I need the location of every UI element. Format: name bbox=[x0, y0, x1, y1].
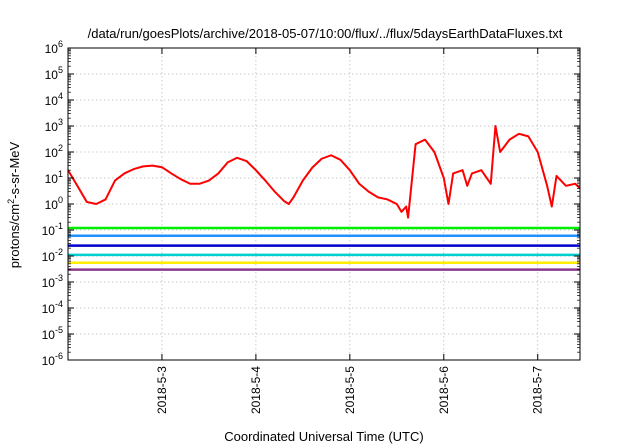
y-tick-label-exponent: 0 bbox=[58, 195, 63, 205]
x-tick-label: 2018-5-7 bbox=[531, 366, 545, 414]
y-tick-label: 10-2 bbox=[42, 247, 63, 264]
x-tick-label: 2018-5-3 bbox=[155, 366, 169, 414]
y-tick-label: 104 bbox=[45, 91, 63, 108]
y-tick-label-exponent: -5 bbox=[55, 325, 63, 335]
y-axis-label-rest: -s-sr-MeV bbox=[7, 141, 22, 198]
grid bbox=[68, 48, 580, 360]
y-tick-label-exponent: 2 bbox=[58, 143, 63, 153]
y-tick-label-exponent: 5 bbox=[58, 65, 63, 75]
chart-title: /data/run/goesPlots/archive/2018-05-07/1… bbox=[88, 26, 563, 41]
y-tick-label-base: 10 bbox=[45, 68, 59, 82]
y-axis-label: protons/cm2-s-sr-MeV bbox=[6, 141, 22, 268]
y-tick-label-exponent: 3 bbox=[58, 117, 63, 127]
y-tick-label-base: 10 bbox=[42, 354, 56, 368]
y-tick-label-exponent: 6 bbox=[58, 39, 63, 49]
y-tick-label: 101 bbox=[45, 169, 63, 186]
y-tick-label: 105 bbox=[45, 65, 63, 82]
y-axis-label-superscript: 2 bbox=[6, 199, 16, 204]
y-tick-label-base: 10 bbox=[42, 302, 56, 316]
y-tick-label-base: 10 bbox=[45, 198, 59, 212]
y-tick-label-base: 10 bbox=[45, 146, 59, 160]
x-tick-label: 2018-5-6 bbox=[437, 366, 451, 414]
y-tick-label-exponent: 4 bbox=[58, 91, 63, 101]
y-tick-label-base: 10 bbox=[42, 250, 56, 264]
y-tick-label-base: 10 bbox=[45, 172, 59, 186]
y-axis-label-base: protons/cm bbox=[7, 204, 22, 268]
x-tick-label: 2018-5-4 bbox=[249, 366, 263, 414]
x-tick-label: 2018-5-5 bbox=[343, 366, 357, 414]
y-tick-label-base: 10 bbox=[42, 224, 56, 238]
x-tick-labels: 2018-5-3 2018-5-4 2018-5-5 2018-5-6 2018-5-7 bbox=[155, 366, 545, 414]
series-line-1 bbox=[67, 125, 581, 219]
y-tick-label: 10-5 bbox=[42, 325, 63, 342]
y-tick-label-base: 10 bbox=[45, 120, 59, 134]
y-tick-label-exponent: 1 bbox=[58, 169, 63, 179]
series-lines bbox=[67, 125, 581, 271]
y-tick-label-base: 10 bbox=[42, 328, 56, 342]
axis-ticks bbox=[68, 47, 580, 361]
y-tick-label-base: 10 bbox=[45, 42, 59, 56]
y-tick-label: 10-4 bbox=[42, 299, 63, 316]
y-tick-label: 10-1 bbox=[42, 221, 63, 238]
y-tick-label-exponent: -6 bbox=[55, 351, 63, 361]
y-tick-label: 10-6 bbox=[42, 351, 63, 368]
y-tick-label: 10-3 bbox=[42, 273, 63, 290]
x-axis-label: Coordinated Universal Time (UTC) bbox=[224, 429, 423, 444]
y-tick-label-exponent: -1 bbox=[55, 221, 63, 231]
y-tick-label: 106 bbox=[45, 39, 63, 56]
y-tick-label: 100 bbox=[45, 195, 63, 212]
y-tick-label-exponent: -3 bbox=[55, 273, 63, 283]
y-tick-label: 103 bbox=[45, 117, 63, 134]
y-tick-label-exponent: -2 bbox=[55, 247, 63, 257]
y-tick-label-base: 10 bbox=[42, 276, 56, 290]
y-tick-label: 102 bbox=[45, 143, 63, 160]
y-tick-label-base: 10 bbox=[45, 94, 59, 108]
y-tick-label-exponent: -4 bbox=[55, 299, 63, 309]
y-tick-labels: 10-610-510-410-310-210-11001011021031041… bbox=[42, 39, 63, 368]
